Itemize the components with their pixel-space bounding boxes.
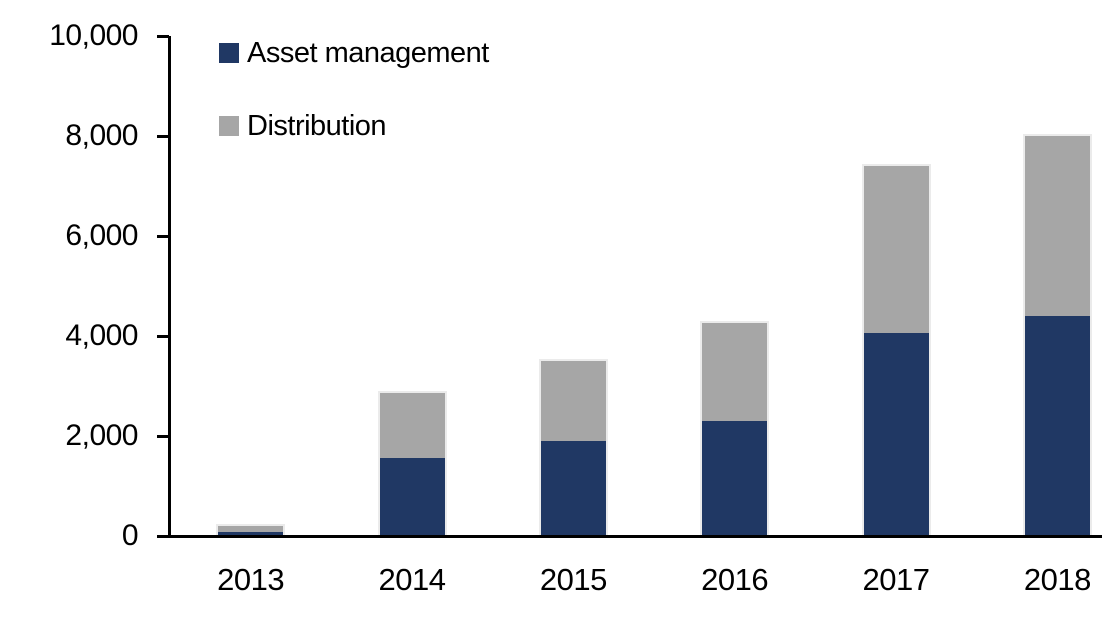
y-tick-label: 2,000 [65, 419, 138, 452]
y-tick-label: 6,000 [65, 219, 138, 252]
x-tick-label-2017: 2017 [862, 562, 930, 597]
x-tick-label-2018: 2018 [1023, 562, 1091, 597]
y-tick-mark [157, 35, 169, 38]
bar-segment-asset-management [702, 421, 768, 536]
bar-segment-distribution [218, 526, 284, 532]
y-tick-label: 0 [121, 519, 139, 552]
y-tick-label: 8,000 [65, 119, 138, 152]
bar-segment-asset-management [218, 532, 284, 536]
x-tick-label-2016: 2016 [701, 562, 769, 597]
bar-segment-asset-management [379, 458, 445, 536]
stacked-bar-chart: Asset management Distribution 2013 2014 20… [40, 16, 1102, 610]
bar-segment-distribution [702, 323, 768, 421]
y-tick-label: 10,000 [49, 19, 138, 52]
x-axis-line [168, 535, 1102, 538]
bar-segment-distribution [540, 361, 606, 441]
legend-swatch-asset-management [219, 43, 239, 63]
legend-item-asset-management: Asset management [219, 37, 489, 69]
y-tick-label: 4,000 [65, 319, 138, 352]
legend-label-distribution: Distribution [247, 110, 387, 142]
bar-2018 [1024, 136, 1090, 536]
x-tick-label-2014: 2014 [378, 562, 446, 597]
legend-label-asset-management: Asset management [247, 37, 489, 69]
x-tick-label-2013: 2013 [217, 562, 285, 597]
bar-2015 [540, 361, 606, 536]
bar-2017 [863, 166, 929, 536]
bar-2013 [218, 526, 284, 536]
y-tick-mark [157, 535, 169, 538]
y-axis-line [168, 36, 171, 538]
bar-segment-distribution [379, 393, 445, 458]
legend-item-distribution: Distribution [219, 110, 489, 142]
x-tick-label-2015: 2015 [539, 562, 607, 597]
chart-legend: Asset management Distribution [219, 37, 489, 188]
bar-segment-distribution [863, 166, 929, 333]
y-tick-mark [157, 235, 169, 238]
bar-segment-asset-management [540, 441, 606, 536]
bar-segment-asset-management [1024, 316, 1090, 536]
y-tick-mark [157, 435, 169, 438]
bar-segment-distribution [1024, 136, 1090, 316]
legend-swatch-distribution [219, 116, 239, 136]
bar-2014 [379, 393, 445, 536]
y-tick-mark [157, 335, 169, 338]
bar-2016 [702, 323, 768, 536]
bar-segment-asset-management [863, 333, 929, 536]
y-tick-mark [157, 135, 169, 138]
